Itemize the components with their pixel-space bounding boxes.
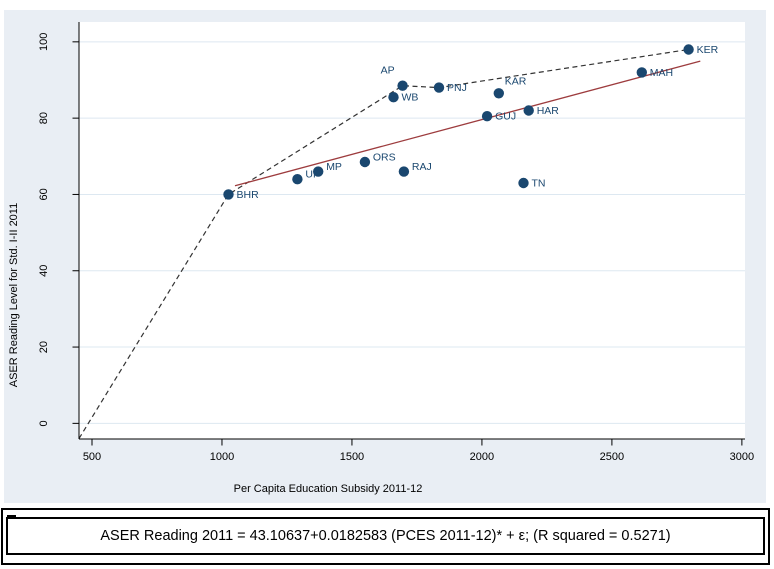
data-point-label-RAJ: RAJ [412,161,432,173]
data-point-label-MP: MP [326,161,342,173]
regression-line [234,60,701,187]
equation-frame: ASER Reading 2011 = 43.10637+0.0182583 (… [1,508,770,565]
x-tick-label-500: 500 [83,451,101,463]
x-tick-label-2500: 2500 [600,451,624,463]
data-point-KAR [493,88,504,99]
data-point-label-BHR: BHR [237,189,260,201]
y-tick-label-20: 20 [38,341,50,353]
data-point-BHR [223,189,234,200]
data-point-label-ORS: ORS [373,152,396,164]
y-tick-label-80: 80 [38,112,50,124]
data-point-KER [683,44,694,55]
data-point-TN [518,177,529,189]
plot-area [79,22,745,439]
y-tick-label-0: 0 [38,420,50,426]
data-point-GUJ [481,111,493,122]
y-tick-label-40: 40 [38,265,50,277]
y-tick-label-100: 100 [38,33,50,51]
data-point-RAJ [398,166,410,177]
x-axis-title: Per Capita Education Subsidy 2011-12 [234,483,423,495]
data-point-HAR [523,105,534,116]
x-tick-label-2000: 2000 [470,451,494,463]
data-point-ORS [359,156,371,168]
data-point-label-KAR: KAR [505,75,527,87]
data-point-AP [397,80,408,91]
data-point-MP [313,166,324,177]
scatter-plot: 500 1000 1500 2000 2500 3000 0 20 40 60 80 100 Per C… [4,10,766,503]
data-point-label-PNJ: PNJ [447,82,467,94]
x-tick-label-1000: 1000 [210,451,234,463]
data-point-label-KER: KER [697,44,719,56]
x-tick-label-3000: 3000 [730,451,754,463]
equation-box: ASER Reading 2011 = 43.10637+0.0182583 (… [6,517,765,555]
data-point-MAH [636,67,647,78]
equation-text: ASER Reading 2011 = 43.10637+0.0182583 (… [100,528,671,544]
y-axis-title: ASER Reading Level for Std. I-II 2011 [8,203,20,387]
data-point-PNJ [433,82,445,93]
data-point-label-AP: AP [381,65,395,77]
data-point-label-MAH: MAH [650,67,673,79]
data-point-UP [292,174,303,185]
y-tick-label-60: 60 [38,188,50,200]
data-point-label-TN: TN [532,178,546,190]
envelope-dashed-line [78,48,689,439]
x-tick-label-1500: 1500 [340,451,364,463]
data-point-label-HAR: HAR [537,105,560,117]
data-point-label-WB: WB [402,92,419,104]
data-point-WB [388,92,399,103]
data-point-label-GUJ: GUJ [495,111,516,123]
